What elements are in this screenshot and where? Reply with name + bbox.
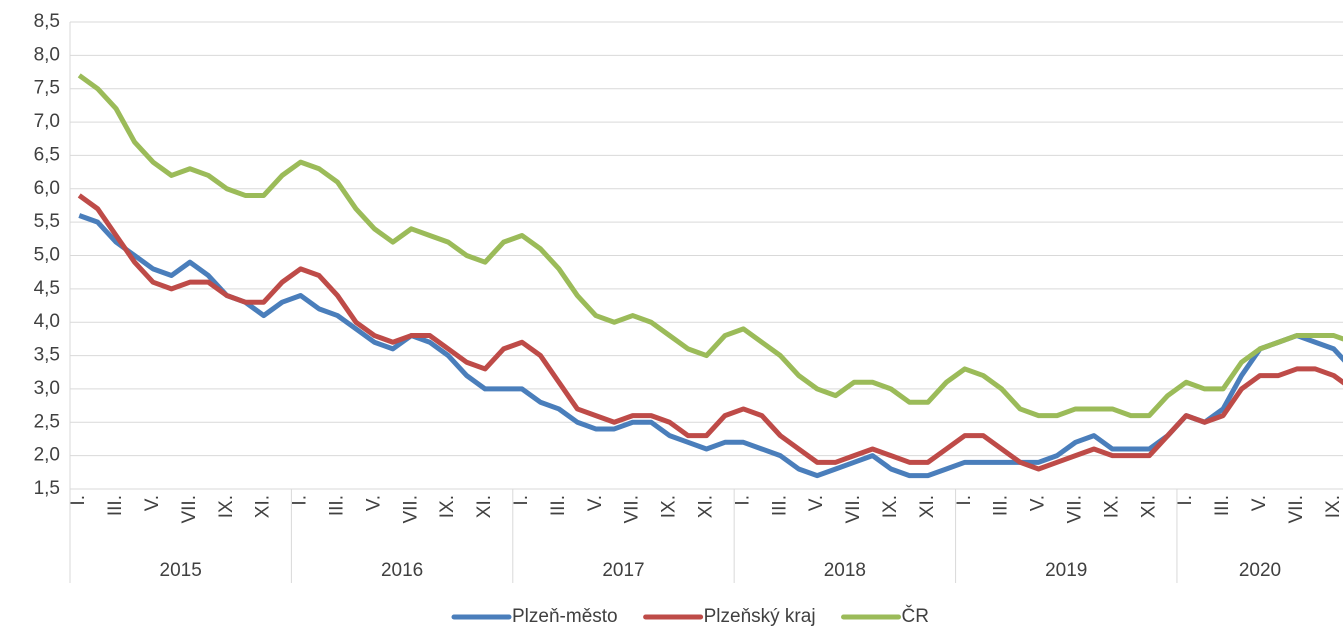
x-tick-label: VII. bbox=[1286, 495, 1307, 524]
y-tick-label: 1,5 bbox=[34, 478, 60, 499]
legend: Plzeň-město Plzeňský kraj ČR bbox=[451, 605, 929, 627]
x-tick-label: III. bbox=[1212, 495, 1233, 516]
x-tick-label: IX. bbox=[1101, 495, 1122, 518]
group-label: 2020 bbox=[1239, 560, 1281, 581]
y-tick-label: 8,5 bbox=[34, 11, 60, 32]
y-tick-label: 3,0 bbox=[34, 378, 60, 399]
x-tick-label: VII. bbox=[400, 495, 421, 524]
x-tick-label: III. bbox=[769, 495, 790, 516]
x-tick-label: V. bbox=[142, 495, 163, 511]
x-tick-label: V. bbox=[363, 495, 384, 511]
y-tick-label: 5,5 bbox=[34, 211, 60, 232]
x-tick-label: XI. bbox=[253, 495, 274, 518]
y-tick-label: 6,5 bbox=[34, 144, 60, 165]
y-tick-label: 4,5 bbox=[34, 278, 60, 299]
x-tick-label: III. bbox=[991, 495, 1012, 516]
x-tick-label: VII. bbox=[1065, 495, 1086, 524]
x-tick-label: XI. bbox=[1138, 495, 1159, 518]
y-tick-label: 2,0 bbox=[34, 445, 60, 466]
x-tick-label: III. bbox=[105, 495, 126, 516]
line-series bbox=[77, 73, 1343, 419]
x-tick-label: I. bbox=[290, 495, 311, 506]
legend-label: ČR bbox=[902, 605, 929, 627]
y-tick-label: 5,0 bbox=[34, 245, 60, 266]
x-tick-label: VII. bbox=[843, 495, 864, 524]
legend-label: Plzeňský kraj bbox=[704, 606, 816, 627]
x-tick-label: I. bbox=[1175, 495, 1196, 506]
group-label: 2018 bbox=[824, 560, 866, 581]
group-label: 2019 bbox=[1045, 560, 1087, 581]
x-tick-label: III. bbox=[548, 495, 569, 516]
y-tick-label: 6,0 bbox=[34, 178, 60, 199]
x-tick-label: IX. bbox=[659, 495, 680, 518]
y-tick-label: 8,0 bbox=[34, 44, 60, 65]
x-tick-label: IX. bbox=[1323, 495, 1343, 518]
line-series bbox=[78, 213, 1343, 479]
x-tick-label: VII. bbox=[179, 495, 200, 524]
x-tick-label: I. bbox=[68, 495, 89, 506]
y-tick-label: 7,0 bbox=[34, 111, 60, 132]
x-tick-label: IX. bbox=[216, 495, 237, 518]
y-tick-label: 3,5 bbox=[34, 345, 60, 366]
group-label: 2015 bbox=[160, 560, 202, 581]
x-tick-label: I. bbox=[954, 495, 975, 506]
x-tick-label: I. bbox=[732, 495, 753, 506]
legend-label: Plzeň-město bbox=[512, 606, 618, 627]
y-tick-label: 4,0 bbox=[34, 311, 60, 332]
x-tick-label: IX. bbox=[437, 495, 458, 518]
x-tick-label: XI. bbox=[917, 495, 938, 518]
y-tick-label: 2,5 bbox=[34, 411, 60, 432]
x-tick-label: V. bbox=[1028, 495, 1049, 511]
x-tick-label: XI. bbox=[696, 495, 717, 518]
x-tick-label: V. bbox=[1249, 495, 1270, 511]
x-tick-label: XI. bbox=[474, 495, 495, 518]
x-tick-label: VII. bbox=[622, 495, 643, 524]
x-tick-label: I. bbox=[511, 495, 532, 506]
group-label: 2017 bbox=[602, 560, 644, 581]
group-label: 2016 bbox=[381, 560, 423, 581]
x-tick-label: IX. bbox=[880, 495, 901, 518]
y-tick-label: 7,5 bbox=[34, 78, 60, 99]
x-tick-label: V. bbox=[585, 495, 606, 511]
x-tick-label: V. bbox=[806, 495, 827, 511]
line-series bbox=[77, 193, 1343, 472]
x-tick-label: III. bbox=[327, 495, 348, 516]
